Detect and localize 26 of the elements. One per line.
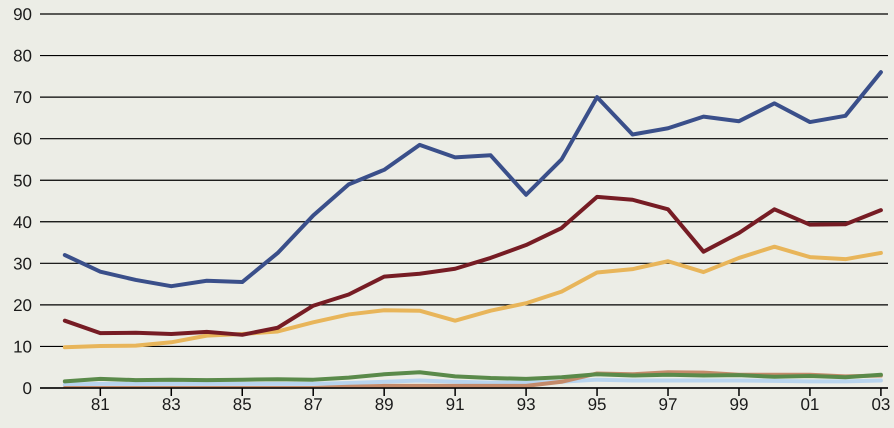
y-tick-label: 50 [13,171,32,190]
x-tick-label: 85 [232,395,252,414]
line-series [62,194,883,337]
x-tick-label: 91 [446,395,465,414]
x-tick-label: 03 [871,395,890,414]
y-tick-label: 60 [13,130,32,149]
y-tick-label: 70 [13,88,32,108]
line-series [62,70,883,288]
x-tick-label: 81 [90,395,110,414]
x-tick-label: 99 [730,395,748,414]
x-tick-label: 97 [658,395,678,414]
y-tick-label: 0 [22,379,32,398]
x-tick-label: 83 [162,395,181,414]
line-series [62,244,883,350]
y-tick-label: 80 [13,46,32,66]
x-tick-label: 01 [800,395,820,414]
x-tick-label: 95 [588,395,607,414]
y-tick-label: 90 [13,5,32,24]
x-tick-label: 87 [304,395,323,414]
line-series [62,370,883,384]
x-tick-label: 93 [516,395,536,414]
x-tick-label: 89 [374,395,394,414]
y-tick-label: 10 [13,337,32,356]
y-tick-label: 30 [13,254,32,274]
y-tick-label: 20 [13,296,32,315]
y-tick-label: 40 [13,212,32,232]
